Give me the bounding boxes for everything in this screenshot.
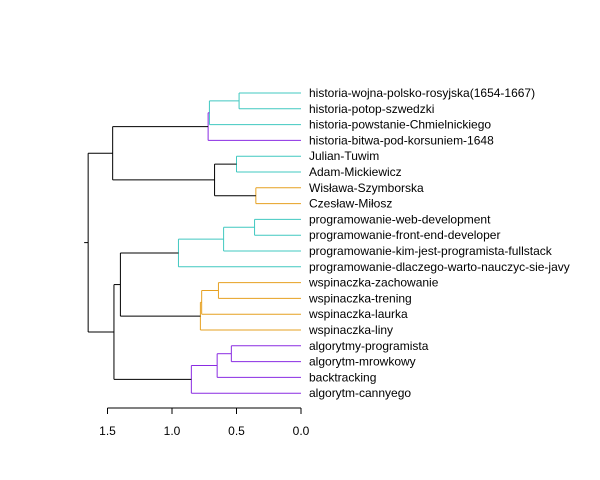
leaf-label: historia-potop-szwedzki xyxy=(309,102,434,116)
leaf-label: historia-bitwa-pod-korsuniem-1648 xyxy=(309,133,494,147)
leaf-label: Adam-Mickiewicz xyxy=(309,165,402,179)
leaf-label: algorytm-mrowkowy xyxy=(309,355,416,369)
x-tick-label: 1.0 xyxy=(164,424,181,438)
leaf-label: wspinaczka-trening xyxy=(308,291,412,305)
x-tick-label: 0.0 xyxy=(293,424,310,438)
leaf-label: historia-wojna-polsko-rosyjska(1654-1667… xyxy=(309,86,535,100)
dendrogram-branches xyxy=(84,92,301,394)
leaf-label: Julian-Tuwim xyxy=(309,149,379,163)
leaf-label: wspinaczka-laurka xyxy=(308,307,408,321)
leaf-label: programowanie-kim-jest-programista-fulls… xyxy=(309,244,553,258)
x-axis: 1.5 1.0 0.5 0.0 xyxy=(99,407,310,438)
leaf-label: Czesław-Miłosz xyxy=(309,197,392,211)
leaf-label: programowanie-front-end-developer xyxy=(309,228,500,242)
leaf-label: programowanie-dlaczego-warto-nauczyc-sie… xyxy=(309,260,570,274)
leaf-label: historia-powstanie-Chmielnickiego xyxy=(309,118,491,132)
leaf-label: algorytmy-programista xyxy=(309,339,429,353)
leaf-label: Wisława-Szymborska xyxy=(309,181,424,195)
leaf-label: backtracking xyxy=(309,370,376,384)
x-tick-label: 1.5 xyxy=(99,424,116,438)
leaf-label: programowanie-web-development xyxy=(309,212,491,226)
leaf-labels: historia-wojna-polsko-rosyjska(1654-1667… xyxy=(308,86,570,400)
x-tick-label: 0.5 xyxy=(228,424,245,438)
leaf-label: algorytm-cannyego xyxy=(309,386,411,400)
leaf-label: wspinaczka-liny xyxy=(308,323,393,337)
leaf-label: wspinaczka-zachowanie xyxy=(308,276,439,290)
